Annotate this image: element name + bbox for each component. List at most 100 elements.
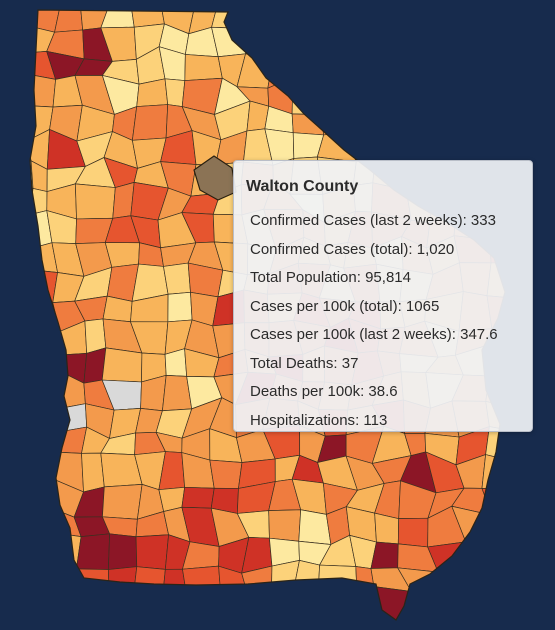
county[interactable] xyxy=(135,534,169,570)
county[interactable] xyxy=(458,592,493,618)
county[interactable] xyxy=(298,509,332,545)
county[interactable] xyxy=(0,188,34,220)
county[interactable] xyxy=(346,84,383,116)
county[interactable] xyxy=(535,51,555,81)
county[interactable] xyxy=(262,0,300,30)
county[interactable] xyxy=(0,140,3,163)
county[interactable] xyxy=(30,507,59,545)
county[interactable] xyxy=(81,452,105,493)
county[interactable] xyxy=(349,614,382,630)
county[interactable] xyxy=(54,0,84,33)
county[interactable] xyxy=(452,54,494,85)
county[interactable] xyxy=(132,104,169,141)
county[interactable] xyxy=(241,0,276,30)
county[interactable] xyxy=(518,110,542,137)
county[interactable] xyxy=(0,0,3,24)
county[interactable] xyxy=(1,398,24,432)
county[interactable] xyxy=(353,586,380,627)
county[interactable] xyxy=(74,614,112,630)
county[interactable] xyxy=(541,517,555,542)
county[interactable] xyxy=(211,26,250,58)
county[interactable] xyxy=(274,0,298,5)
county[interactable] xyxy=(3,106,28,142)
county[interactable] xyxy=(536,294,555,331)
county[interactable] xyxy=(104,626,134,630)
county[interactable] xyxy=(320,114,355,136)
county[interactable] xyxy=(458,541,484,573)
county[interactable] xyxy=(236,592,272,620)
county[interactable] xyxy=(0,376,2,405)
county[interactable] xyxy=(0,187,2,222)
county[interactable] xyxy=(0,236,1,269)
county[interactable] xyxy=(429,0,461,33)
county[interactable] xyxy=(22,451,55,486)
county[interactable] xyxy=(347,0,386,32)
county[interactable] xyxy=(0,219,1,249)
county[interactable] xyxy=(23,371,62,409)
county[interactable] xyxy=(186,593,222,621)
county[interactable] xyxy=(25,73,56,108)
county[interactable] xyxy=(50,426,88,454)
county[interactable] xyxy=(26,587,61,623)
county[interactable] xyxy=(295,0,329,5)
county[interactable] xyxy=(536,264,555,303)
county[interactable] xyxy=(545,427,555,465)
county[interactable] xyxy=(533,80,555,110)
county[interactable] xyxy=(374,51,404,87)
county[interactable] xyxy=(263,590,299,628)
county[interactable] xyxy=(542,132,555,166)
county[interactable] xyxy=(397,517,429,548)
county[interactable] xyxy=(541,379,555,401)
county[interactable] xyxy=(424,598,462,618)
county[interactable] xyxy=(1,160,34,190)
county[interactable] xyxy=(219,0,248,6)
county[interactable] xyxy=(373,586,412,627)
county[interactable] xyxy=(167,291,193,323)
county[interactable] xyxy=(374,512,400,545)
county[interactable] xyxy=(0,588,26,627)
county[interactable] xyxy=(262,25,301,61)
county[interactable] xyxy=(1,140,32,164)
county[interactable] xyxy=(0,0,32,28)
county[interactable] xyxy=(242,0,275,6)
county[interactable] xyxy=(543,458,555,488)
county[interactable] xyxy=(346,52,376,87)
county[interactable] xyxy=(0,623,33,630)
county[interactable] xyxy=(56,591,78,618)
county[interactable] xyxy=(540,541,555,569)
county[interactable] xyxy=(507,0,543,32)
county[interactable] xyxy=(0,595,1,626)
county[interactable] xyxy=(401,614,436,630)
county[interactable] xyxy=(1,482,34,513)
county[interactable] xyxy=(0,302,31,330)
county[interactable] xyxy=(268,509,302,542)
county[interactable] xyxy=(401,81,436,115)
county[interactable] xyxy=(74,183,116,220)
county[interactable] xyxy=(458,562,493,600)
county[interactable] xyxy=(482,73,519,112)
county[interactable] xyxy=(379,107,408,142)
county[interactable] xyxy=(0,461,3,484)
county[interactable] xyxy=(427,51,463,85)
county[interactable] xyxy=(74,589,110,626)
county[interactable] xyxy=(102,484,143,520)
county[interactable] xyxy=(0,546,1,567)
county[interactable] xyxy=(21,533,59,575)
county[interactable] xyxy=(344,107,383,142)
county[interactable] xyxy=(1,428,31,466)
county[interactable] xyxy=(76,533,110,570)
county[interactable] xyxy=(133,626,162,630)
county[interactable] xyxy=(540,324,555,350)
county[interactable] xyxy=(267,48,301,89)
county[interactable] xyxy=(28,269,58,304)
county[interactable] xyxy=(380,0,409,29)
county[interactable] xyxy=(297,0,329,31)
county[interactable] xyxy=(291,76,326,116)
county[interactable] xyxy=(533,105,555,137)
county[interactable] xyxy=(22,478,54,511)
county[interactable] xyxy=(428,81,463,113)
county[interactable] xyxy=(56,0,88,6)
county[interactable] xyxy=(481,592,511,623)
county[interactable] xyxy=(1,509,34,547)
county[interactable] xyxy=(263,615,299,630)
